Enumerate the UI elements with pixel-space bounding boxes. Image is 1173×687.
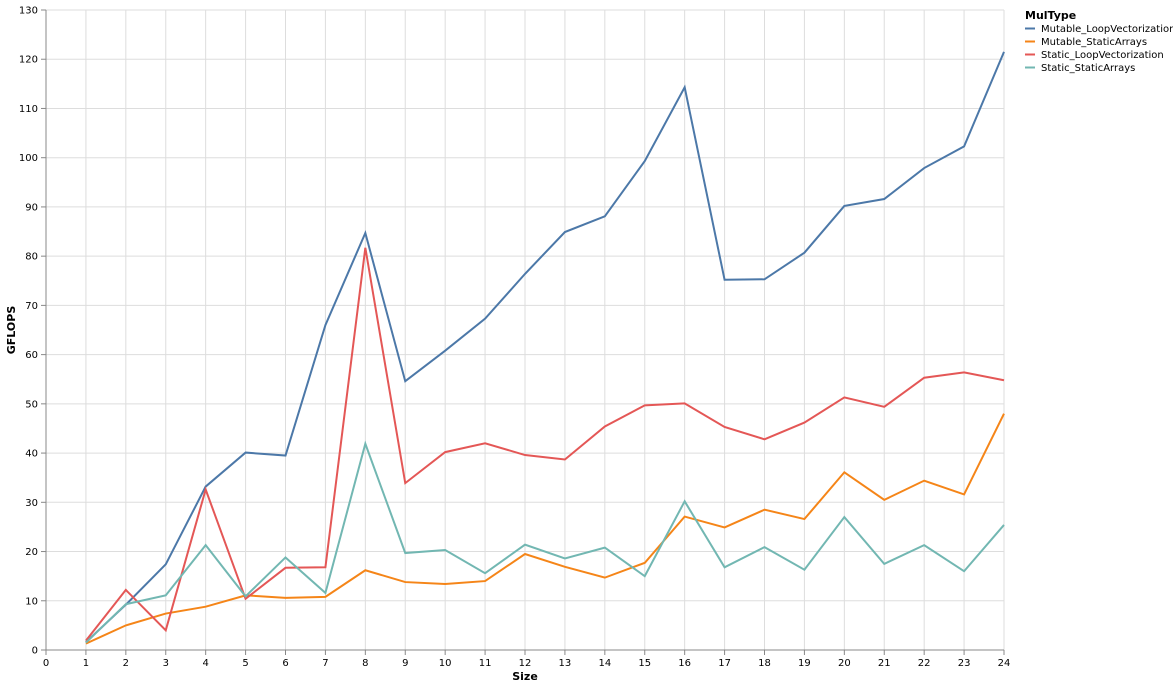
x-tick-label: 17 xyxy=(718,658,731,669)
y-tick-label: 90 xyxy=(25,202,38,213)
y-tick-label: 30 xyxy=(25,498,38,509)
x-axis-title: Size xyxy=(512,670,538,683)
y-tick-label: 120 xyxy=(19,55,38,66)
x-tick-label: 9 xyxy=(402,658,408,669)
x-tick-label: 6 xyxy=(282,658,288,669)
series-line-mutable-loopvectorization xyxy=(85,51,1005,643)
x-tick-label: 10 xyxy=(439,658,452,669)
legend-label: Static_StaticArrays xyxy=(1041,63,1135,74)
x-tick-label: 12 xyxy=(519,658,532,669)
series-lines xyxy=(85,51,1005,645)
y-tick-label: 70 xyxy=(25,301,38,312)
legend-label: Mutable_LoopVectorization xyxy=(1041,24,1173,35)
series-line-static-staticarrays xyxy=(85,440,1005,644)
y-tick-label: 50 xyxy=(25,399,38,410)
y-tick-label: 110 xyxy=(19,104,38,115)
y-tick-label: 80 xyxy=(25,252,38,263)
series-line-static-loopvectorization xyxy=(85,247,1005,642)
y-tick-label: 100 xyxy=(19,153,38,164)
x-tick-label: 13 xyxy=(559,658,572,669)
x-tick-label: 20 xyxy=(838,658,851,669)
x-tick-label: 4 xyxy=(202,658,208,669)
y-tick-label: 20 xyxy=(25,547,38,558)
x-tick-label: 22 xyxy=(918,658,931,669)
y-tick-label: 0 xyxy=(32,646,38,657)
x-tick-label: 24 xyxy=(998,658,1011,669)
x-tick-label: 7 xyxy=(322,658,328,669)
x-tick-label: 19 xyxy=(798,658,811,669)
y-axis-title: GFLOPS xyxy=(5,306,18,355)
axes: 0 1 2 3 4 5 6 7 8 9 10 11 12 13 14 15 16 17 18 19 20 21 22 23 24… xyxy=(19,6,1010,670)
x-tick-label: 15 xyxy=(638,658,651,669)
x-tick-label: 11 xyxy=(479,658,492,669)
x-tick-label: 8 xyxy=(362,658,368,669)
x-tick-label: 14 xyxy=(598,658,611,669)
x-tick-label: 21 xyxy=(878,658,891,669)
x-tick-label: 0 xyxy=(43,658,49,669)
x-tick-label: 3 xyxy=(163,658,169,669)
legend-title: MulType xyxy=(1025,9,1076,22)
series-line-mutable-staticarrays xyxy=(85,413,1005,645)
y-tick-label: 130 xyxy=(19,6,38,17)
x-tick-label: 2 xyxy=(123,658,129,669)
x-tick-label: 18 xyxy=(758,658,771,669)
y-tick-label: 40 xyxy=(25,449,38,460)
x-tick-label: 23 xyxy=(958,658,971,669)
x-tick-label: 5 xyxy=(242,658,248,669)
y-tick-label: 60 xyxy=(25,350,38,361)
legend-label: Mutable_StaticArrays xyxy=(1041,37,1147,48)
gridlines xyxy=(45,9,1005,651)
legend: MulType Mutable_LoopVectorization Mutable… xyxy=(1025,9,1173,74)
x-tick-label: 16 xyxy=(678,658,691,669)
x-tick-label: 1 xyxy=(83,658,89,669)
y-tick-label: 10 xyxy=(25,596,38,607)
legend-label: Static_LoopVectorization xyxy=(1041,50,1164,61)
